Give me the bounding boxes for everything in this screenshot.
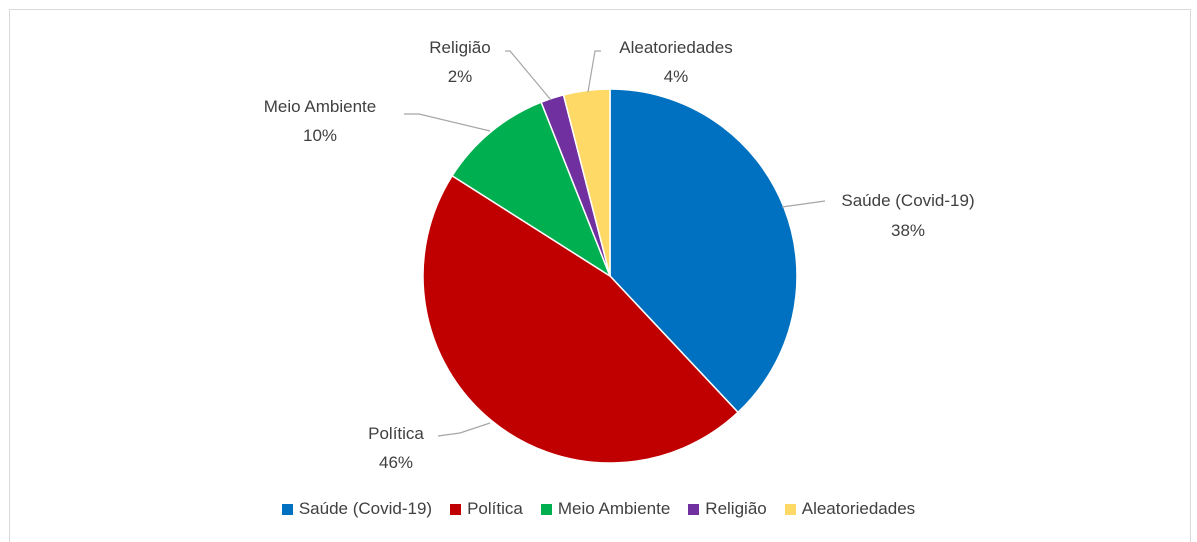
pie-slices [423, 89, 797, 463]
slice-label-aleatoriedades: Aleatoriedades [619, 38, 732, 57]
leader-line-politica [438, 423, 490, 436]
legend-swatch-icon [282, 504, 293, 515]
legend-label: Aleatoriedades [802, 499, 915, 519]
legend-swatch-icon [450, 504, 461, 515]
slice-value-meio-ambiente: 10% [303, 126, 337, 145]
leader-line-meio-ambiente [404, 114, 490, 131]
slice-value-politica: 46% [379, 453, 413, 472]
legend-label: Meio Ambiente [558, 499, 670, 519]
slice-label-religiao: Religião [429, 38, 490, 57]
legend-item-aleatoriedades: Aleatoriedades [785, 499, 915, 519]
legend-swatch-icon [541, 504, 552, 515]
legend-label: Política [467, 499, 523, 519]
legend-item-politica: Política [450, 499, 523, 519]
leader-line-religiao [505, 51, 551, 100]
slice-value-religiao: 2% [448, 67, 473, 86]
legend: Saúde (Covid-19) Política Meio Ambiente Rel… [0, 499, 1197, 519]
legend-swatch-icon [688, 504, 699, 515]
slice-label-saude-covid-19: Saúde (Covid-19) [841, 191, 974, 210]
legend-swatch-icon [785, 504, 796, 515]
legend-item-meio-ambiente: Meio Ambiente [541, 499, 670, 519]
legend-label: Religião [705, 499, 766, 519]
slice-label-politica: Política [368, 424, 424, 443]
slice-label-meio-ambiente: Meio Ambiente [264, 97, 376, 116]
slice-value-aleatoriedades: 4% [664, 67, 689, 86]
legend-label: Saúde (Covid-19) [299, 499, 432, 519]
legend-item-saude-covid-19: Saúde (Covid-19) [282, 499, 432, 519]
legend-item-religiao: Religião [688, 499, 766, 519]
leader-line-aleatoriedades [588, 51, 601, 92]
slice-value-saude-covid-19: 38% [891, 221, 925, 240]
leader-line-saude-covid-19 [782, 201, 825, 207]
